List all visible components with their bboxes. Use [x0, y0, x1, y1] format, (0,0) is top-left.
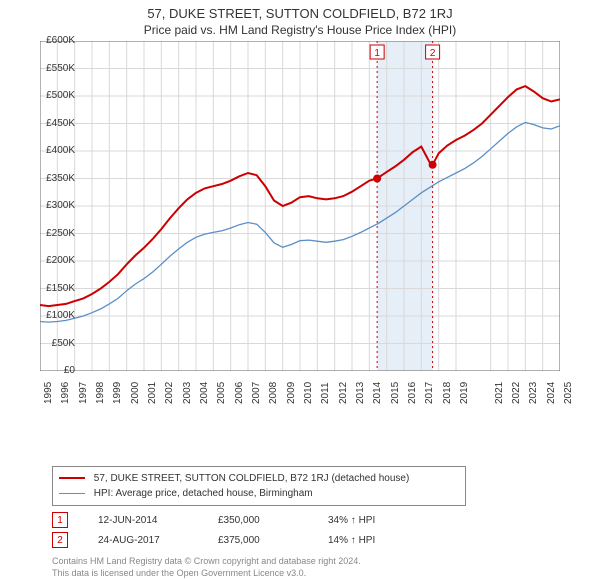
x-tick-label: 1997 — [78, 382, 89, 404]
x-tick-label: 2022 — [511, 382, 522, 404]
legend-item-hpi: HPI: Average price, detached house, Birm… — [59, 486, 459, 501]
svg-text:2: 2 — [430, 48, 436, 59]
x-tick-label: 2023 — [528, 382, 539, 404]
x-tick-label: 2002 — [164, 382, 175, 404]
x-tick-label: 2007 — [251, 382, 262, 404]
x-tick-label: 2001 — [147, 382, 158, 404]
x-tick-label: 2017 — [424, 382, 435, 404]
legend-swatch-price-paid — [59, 477, 85, 479]
x-tick-label: 1998 — [95, 382, 106, 404]
x-tick-label: 2005 — [216, 382, 227, 404]
x-tick-label: 2000 — [130, 382, 141, 404]
sale-row: 1 12-JUN-2014 £350,000 34% ↑ HPI — [52, 512, 600, 528]
y-tick-label: £150K — [35, 283, 75, 294]
y-tick-label: £450K — [35, 118, 75, 129]
legend-item-price-paid: 57, DUKE STREET, SUTTON COLDFIELD, B72 1… — [59, 471, 459, 486]
y-tick-label: £100K — [35, 310, 75, 321]
sale-date: 24-AUG-2017 — [98, 535, 188, 546]
x-tick-label: 2004 — [199, 382, 210, 404]
x-tick-label: 2010 — [303, 382, 314, 404]
y-tick-label: £250K — [35, 228, 75, 239]
footer-attribution: Contains HM Land Registry data © Crown c… — [52, 556, 600, 579]
x-tick-label: 2012 — [338, 382, 349, 404]
sale-price: £350,000 — [218, 515, 298, 526]
x-tick-label: 2009 — [286, 382, 297, 404]
x-tick-label: 1996 — [60, 382, 71, 404]
x-tick-label: 2019 — [459, 382, 470, 404]
x-tick-label: 2016 — [407, 382, 418, 404]
sale-date: 12-JUN-2014 — [98, 515, 188, 526]
legend: 57, DUKE STREET, SUTTON COLDFIELD, B72 1… — [52, 466, 466, 506]
y-tick-label: £350K — [35, 173, 75, 184]
y-tick-label: £600K — [35, 35, 75, 46]
x-tick-label: 2021 — [494, 382, 505, 404]
sale-badge: 2 — [52, 532, 68, 548]
x-tick-label: 2006 — [234, 382, 245, 404]
y-tick-label: £300K — [35, 200, 75, 211]
legend-swatch-hpi — [59, 493, 85, 494]
x-tick-label: 2018 — [442, 382, 453, 404]
x-tick-label: 2003 — [182, 382, 193, 404]
chart-subtitle: Price paid vs. HM Land Registry's House … — [0, 23, 600, 37]
legend-label-hpi: HPI: Average price, detached house, Birm… — [94, 488, 313, 499]
x-tick-label: 2008 — [268, 382, 279, 404]
x-tick-label: 1999 — [112, 382, 123, 404]
x-tick-label: 1995 — [43, 382, 54, 404]
y-tick-label: £200K — [35, 255, 75, 266]
chart-area: 12 £0£50K£100K£150K£200K£250K£300K£350K£… — [40, 41, 600, 411]
x-tick-label: 2014 — [372, 382, 383, 404]
x-tick-label: 2013 — [355, 382, 366, 404]
footer-line: This data is licensed under the Open Gov… — [52, 568, 600, 579]
sale-badge: 1 — [52, 512, 68, 528]
chart-title: 57, DUKE STREET, SUTTON COLDFIELD, B72 1… — [0, 6, 600, 21]
sale-row: 2 24-AUG-2017 £375,000 14% ↑ HPI — [52, 532, 600, 548]
x-tick-label: 2011 — [320, 382, 331, 404]
svg-text:1: 1 — [374, 48, 380, 59]
sale-price: £375,000 — [218, 535, 298, 546]
y-tick-label: £550K — [35, 63, 75, 74]
x-tick-label: 2025 — [563, 382, 574, 404]
sale-delta: 34% ↑ HPI — [328, 515, 375, 526]
y-tick-label: £0 — [35, 365, 75, 376]
sale-delta: 14% ↑ HPI — [328, 535, 375, 546]
y-tick-label: £50K — [35, 338, 75, 349]
line-chart: 12 — [40, 41, 560, 371]
x-tick-label: 2015 — [390, 382, 401, 404]
x-tick-label: 2024 — [546, 382, 557, 404]
y-tick-label: £500K — [35, 90, 75, 101]
y-tick-label: £400K — [35, 145, 75, 156]
sales-list: 1 12-JUN-2014 £350,000 34% ↑ HPI 2 24-AU… — [52, 512, 600, 548]
legend-label-price-paid: 57, DUKE STREET, SUTTON COLDFIELD, B72 1… — [94, 473, 410, 484]
footer-line: Contains HM Land Registry data © Crown c… — [52, 556, 600, 568]
